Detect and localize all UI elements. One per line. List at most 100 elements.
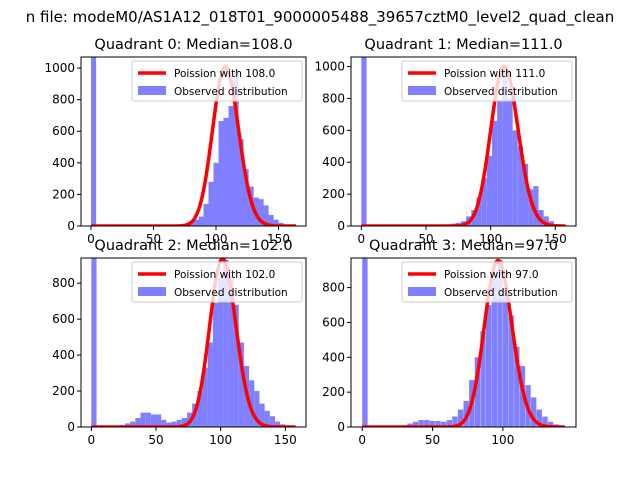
x-tick-label: 50 <box>146 232 161 246</box>
histogram-bar <box>91 258 97 427</box>
legend: Poission with 102.0 Observed distribution <box>131 261 303 303</box>
subplot-title: Quadrant 0: Median=108.0 <box>94 37 292 53</box>
legend-label: Poission with 97.0 <box>444 269 539 281</box>
x-tick-label: 150 <box>267 232 290 246</box>
histogram-bar <box>193 219 199 226</box>
y-tick-label: 800 <box>322 91 345 105</box>
histogram-bar <box>130 421 136 427</box>
legend-frame <box>131 60 303 102</box>
histogram-bar <box>491 120 498 226</box>
histogram-bar <box>412 421 419 427</box>
y-tick-label: 200 <box>322 385 345 399</box>
histogram-bar <box>507 98 513 226</box>
histogram-bar <box>528 189 534 226</box>
histogram-bar <box>238 139 244 226</box>
histogram-bar <box>441 421 447 427</box>
histogram-bar <box>269 416 275 427</box>
legend-patch-swatch <box>138 287 166 296</box>
histogram-bar <box>514 346 520 427</box>
histogram-bar <box>223 259 229 427</box>
legend-label: Observed distribution <box>174 287 288 299</box>
poisson-curve <box>361 258 566 427</box>
histogram-bar <box>166 422 172 427</box>
histogram-bar <box>268 214 274 226</box>
histogram-bar <box>228 275 234 427</box>
histogram-bar <box>254 391 260 427</box>
histogram-bar <box>435 420 441 427</box>
plot-area <box>360 57 567 226</box>
histogram-bar <box>259 403 265 427</box>
histogram-bar <box>264 410 270 427</box>
subplot-title: Quadrant 3: Median=97.0 <box>369 238 558 254</box>
x-tick-label: 0 <box>88 433 96 447</box>
y-tick-label: 200 <box>322 187 345 201</box>
figure-suptitle: n file: modeM0/AS1A12_018T01_9000005488_… <box>26 8 615 27</box>
histogram-bar <box>238 342 244 427</box>
histogram-bar <box>542 416 548 427</box>
histogram-bar <box>223 117 229 226</box>
y-tick-label: 0 <box>67 420 75 434</box>
x-tick-label: 50 <box>148 433 163 447</box>
poisson-curve <box>90 65 297 226</box>
histogram-bar <box>145 412 151 427</box>
histogram-bar <box>197 391 203 427</box>
y-tick-label: 0 <box>337 219 345 233</box>
legend: Poission with 111.0 Observed distribution <box>401 60 573 102</box>
histogram-bar <box>156 414 162 427</box>
legend-label: Poission with 102.0 <box>174 269 275 281</box>
histogram-bar <box>517 146 523 226</box>
y-tick-label: 400 <box>322 350 345 364</box>
legend-label: Poission with 111.0 <box>444 68 545 80</box>
histogram-bar <box>543 216 549 226</box>
histogram-bar <box>522 163 529 226</box>
legend-label: Observed distribution <box>174 86 288 98</box>
x-tick-label: 50 <box>425 433 440 447</box>
plot-area <box>361 258 566 427</box>
histogram-bar <box>362 258 368 427</box>
histogram-bar <box>176 419 182 427</box>
x-tick-label: 150 <box>544 232 567 246</box>
histogram-bar <box>263 205 269 226</box>
histogram-bar <box>207 342 213 427</box>
histogram-bar <box>424 420 430 427</box>
histogram-bar <box>243 169 249 226</box>
histogram-bar <box>140 412 146 427</box>
poisson-curve <box>360 64 567 226</box>
histogram-bar <box>228 105 234 226</box>
y-tick-label: 600 <box>52 124 75 138</box>
y-tick-label: 800 <box>322 281 345 295</box>
subplot-0: 0 50 100 150 0 200 400 600 800 1000 Quadrant 0: Me… <box>44 37 307 246</box>
legend-frame <box>401 261 573 303</box>
y-tick-label: 600 <box>322 315 345 329</box>
histogram-bar <box>547 421 554 427</box>
histogram-bar <box>536 409 542 427</box>
x-tick-label: 0 <box>87 232 95 246</box>
histogram-bar <box>446 420 452 427</box>
legend-patch-swatch <box>408 287 436 296</box>
legend-frame <box>131 261 303 303</box>
y-tick-label: 600 <box>322 123 345 137</box>
axes-frame <box>350 56 577 227</box>
histogram-bar <box>213 162 219 226</box>
y-tick-label: 400 <box>322 155 345 169</box>
legend-patch-swatch <box>408 86 436 95</box>
histogram-bar <box>474 357 481 427</box>
y-tick-label: 200 <box>52 187 75 201</box>
histogram-bar <box>161 419 167 427</box>
histogram-bar <box>203 203 209 226</box>
legend-patch-swatch <box>138 86 166 95</box>
axes-frame <box>80 56 307 227</box>
axes-frame <box>350 257 577 428</box>
subplot-title: Quadrant 2: Median=102.0 <box>94 238 292 254</box>
y-tick-label: 800 <box>52 93 75 107</box>
histogram-bar <box>258 199 264 226</box>
histogram-bar <box>429 420 436 427</box>
x-tick-label: 150 <box>274 433 297 447</box>
x-tick-label: 0 <box>358 433 366 447</box>
histogram-bar <box>486 305 492 427</box>
subplot-2: 0 50 100 150 0 200 400 600 800 Quadrant 2: Median… <box>52 238 307 447</box>
histogram-bar <box>508 315 514 427</box>
histogram-bar <box>91 57 97 226</box>
